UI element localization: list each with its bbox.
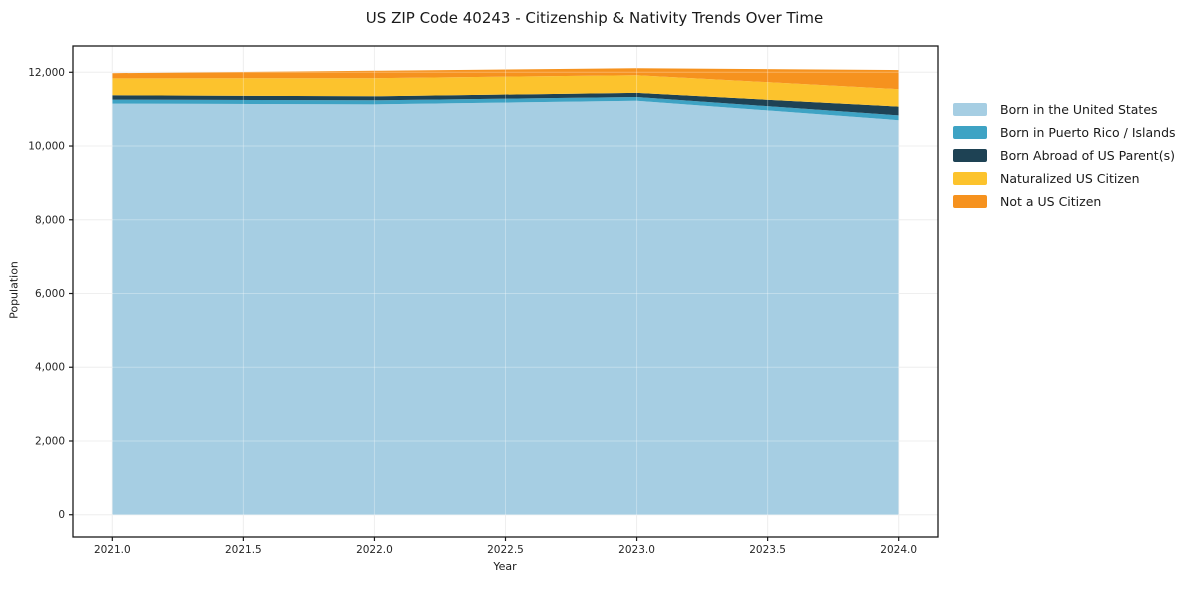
x-tick-label: 2023.0 (618, 544, 655, 556)
x-tick-label: 2021.5 (225, 544, 262, 556)
area-naturalized-us-citizen (112, 75, 899, 107)
area-born-in-the-united-states (112, 100, 899, 515)
area-born-abroad-of-us-parent-s (112, 92, 899, 116)
y-tick-label: 12,000 (28, 67, 65, 79)
legend-item: Born in the United States (953, 102, 1176, 117)
legend-color-swatch (953, 195, 987, 208)
legend-color-swatch (953, 172, 987, 185)
x-tick-label: 2023.5 (749, 544, 786, 556)
y-axis-label: Population (7, 261, 21, 319)
legend-color-swatch (953, 103, 987, 116)
legend-item-label: Born in Puerto Rico / Islands (1000, 125, 1176, 140)
x-tick-label: 2021.0 (94, 544, 131, 556)
legend-item: Not a US Citizen (953, 194, 1176, 209)
legend-item-label: Not a US Citizen (1000, 194, 1102, 209)
legend-item-label: Born in the United States (1000, 102, 1158, 117)
y-tick-label: 4,000 (35, 362, 65, 374)
legend-color-swatch (953, 126, 987, 139)
chart-title: US ZIP Code 40243 - Citizenship & Nativi… (365, 9, 824, 27)
y-tick-label: 10,000 (28, 141, 65, 153)
y-tick-label: 2,000 (35, 435, 65, 447)
legend-item-label: Naturalized US Citizen (1000, 171, 1140, 186)
legend-item: Naturalized US Citizen (953, 171, 1176, 186)
x-tick-label: 2024.0 (880, 544, 917, 556)
legend: Born in the United States Born in Puerto … (953, 102, 1176, 218)
x-axis-label: Year (493, 560, 517, 573)
y-tick-label: 0 (58, 509, 65, 521)
area-born-in-puerto-rico-islands (112, 97, 899, 121)
y-tick-label: 8,000 (35, 214, 65, 226)
legend-item: Born Abroad of US Parent(s) (953, 148, 1176, 163)
x-tick-label: 2022.5 (487, 544, 524, 556)
legend-color-swatch (953, 149, 987, 162)
legend-item-label: Born Abroad of US Parent(s) (1000, 148, 1175, 163)
legend-item: Born in Puerto Rico / Islands (953, 125, 1176, 140)
area-not-a-us-citizen (112, 68, 899, 90)
y-tick-label: 6,000 (35, 288, 65, 300)
x-tick-label: 2022.0 (356, 544, 393, 556)
